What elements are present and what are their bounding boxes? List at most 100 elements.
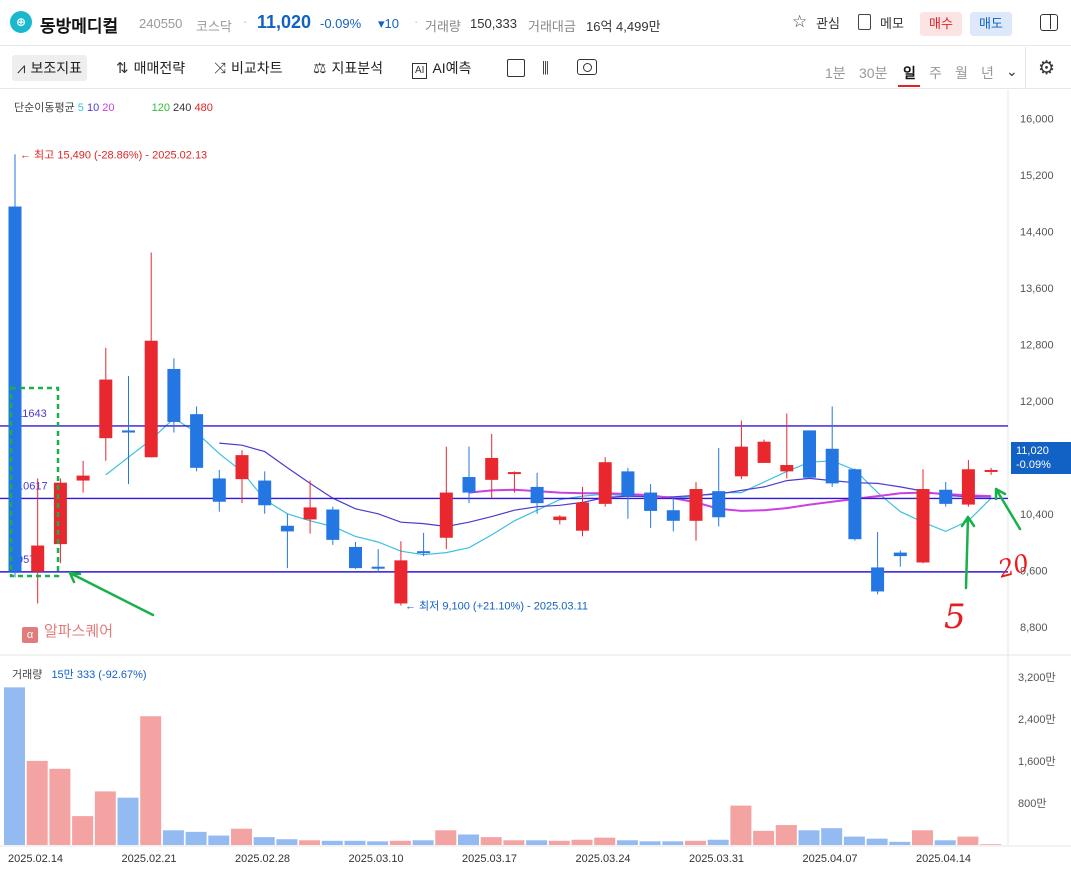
compare-button[interactable]: ⤨ 비교차트 [214,55,283,81]
candle-type-icon[interactable]: ⫼ [542,60,549,77]
candle-body [212,478,226,502]
candle-body [893,552,907,557]
period-1min[interactable]: 1분 [825,65,846,81]
ma-legend: 단순이동평균 5 10 20 120 240 480 [14,99,213,115]
candle-body [825,448,839,484]
candle-body [439,492,453,538]
x-tick-label: 2025.03.24 [576,853,631,865]
star-icon[interactable]: ☆ [792,12,808,31]
candle-body [190,414,204,468]
green-arrow [960,515,976,590]
candle-body [848,469,862,540]
volume-tick-label: 1,600만 [1018,755,1056,768]
volume-bar [26,760,48,845]
price-tag-value: 11,020 [1016,445,1049,457]
candle-body [280,525,294,532]
volume-bar [4,687,25,845]
x-tick-label: 2025.03.17 [462,853,517,865]
volume-bar [72,816,94,845]
memo-button[interactable]: 메모 [880,16,904,31]
separator-dot-icon: · [414,14,419,29]
candle-body [621,471,635,497]
volume-tick-label: 2,400만 [1018,713,1056,726]
volume-bar [980,844,1002,845]
volume-bar [639,841,661,845]
volume-legend-value: 15만 333 (-92.67%) [51,669,147,681]
candle-body [712,491,726,518]
active-period-underline [898,85,920,87]
ma5-line [105,417,992,556]
period-day[interactable]: 일 [903,65,916,81]
volume-bar [843,836,865,845]
toolbar-divider [1025,47,1026,89]
volume-bar [866,838,888,845]
x-tick-label: 2025.02.28 [235,853,290,865]
side-panel-icon[interactable] [1040,14,1058,31]
indicators-button[interactable]: ⩘ 보조지표 [12,55,87,81]
company-logo-icon: ⊕ [10,11,32,33]
candle-body [167,368,181,422]
buy-button[interactable]: 매수 [920,12,962,36]
volume-bar [707,839,729,845]
price-tag-pct: -0.09% [1016,459,1051,471]
ma-legend-480: 480 [194,102,213,114]
period-30min[interactable]: 30분 [859,65,888,81]
change-amount: ▾10 [378,16,399,31]
volume-bar [231,828,252,845]
period-week[interactable]: 주 [929,65,942,81]
candle-body [666,510,680,521]
camera-icon[interactable] [577,59,597,75]
ma20-line [468,488,992,512]
sell-button[interactable]: 매도 [970,12,1012,36]
volume-bar [753,830,775,845]
square-draw-icon[interactable] [507,59,525,77]
y-tick-label: 15,200 [1020,170,1054,182]
candle-body [644,492,658,511]
y-tick-label: 16,000 [1020,113,1054,125]
volume-bar [208,835,230,845]
chevron-down-icon[interactable]: ⌄ [1006,63,1018,79]
candle-body [803,430,816,478]
candle-body [371,566,385,569]
volume-bar [435,830,457,845]
candle-body [235,455,249,480]
watch-button[interactable]: 관심 [816,16,840,31]
x-tick-label: 2025.04.14 [916,853,971,865]
volume-bar [730,805,752,845]
candle-body [99,379,113,439]
trade-amount-value: 16억 4,499만 [586,19,661,34]
shuffle-icon: ⤨ [214,60,227,77]
candle-body [144,340,158,458]
horizontal-line-label: 11643 [17,408,47,420]
green-arrow [994,487,1022,531]
candle-body [916,489,930,563]
candle-body [394,560,408,604]
analysis-button[interactable]: ⚖ 지표분석 [313,55,383,81]
gear-icon[interactable]: ⚙ [1038,58,1056,79]
volume-bar [821,828,843,845]
ai-predict-button[interactable]: AI AI예측 [412,55,471,81]
ma-legend-120: 120 [151,102,170,114]
volume-tick-label: 800만 [1018,797,1046,810]
period-year[interactable]: 년 [981,65,994,81]
volume-value: 150,333 [470,16,517,31]
memo-icon[interactable] [858,14,871,30]
strategy-button[interactable]: ⇅ 매매전략 [116,55,185,81]
stock-name[interactable]: 동방메디컬 [40,17,119,36]
green-arrow [68,571,155,617]
ai-chip-icon: AI [412,63,428,79]
y-tick-label: 14,400 [1020,226,1054,238]
x-tick-label: 2025.02.21 [122,853,177,865]
candle-body [553,516,567,521]
stock-code: 240550 [139,16,183,31]
alpha-logo-icon: α [22,627,38,643]
volume-bar [957,836,979,845]
x-tick-label: 2025.03.31 [689,853,744,865]
y-tick-label: 10,400 [1020,509,1054,521]
candle-body [122,430,135,433]
handwritten-5: 5 [944,597,966,637]
candle-body [349,546,362,569]
y-tick-label: 9,600 [1020,565,1048,577]
period-month[interactable]: 월 [955,65,968,81]
